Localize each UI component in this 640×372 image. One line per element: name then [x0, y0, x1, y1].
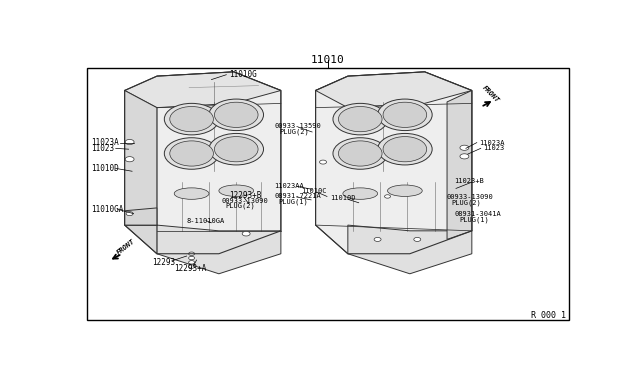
- Text: 11010GA: 11010GA: [91, 205, 124, 214]
- Text: 8-11010GA: 8-11010GA: [187, 218, 225, 224]
- Text: 11010D: 11010D: [91, 164, 118, 173]
- Text: 11010G: 11010G: [229, 70, 257, 79]
- Circle shape: [319, 160, 326, 164]
- Circle shape: [189, 261, 195, 264]
- Text: PLUG(2): PLUG(2): [225, 203, 255, 209]
- Ellipse shape: [209, 99, 264, 131]
- Ellipse shape: [214, 137, 258, 162]
- Text: 00933-13090: 00933-13090: [446, 194, 493, 200]
- Text: 08931-3041A: 08931-3041A: [454, 211, 501, 217]
- Ellipse shape: [378, 134, 432, 165]
- Circle shape: [414, 237, 420, 241]
- Text: 11010D: 11010D: [330, 195, 356, 202]
- Polygon shape: [125, 90, 157, 254]
- Text: 11023AA: 11023AA: [275, 183, 304, 189]
- Text: PLUG(2): PLUG(2): [280, 129, 309, 135]
- Polygon shape: [157, 72, 281, 254]
- Circle shape: [125, 157, 134, 162]
- Circle shape: [460, 145, 469, 150]
- Text: 12293+A: 12293+A: [174, 264, 207, 273]
- Text: FRONT: FRONT: [116, 238, 137, 256]
- Circle shape: [125, 140, 134, 145]
- Ellipse shape: [209, 134, 264, 165]
- Ellipse shape: [333, 103, 388, 135]
- Ellipse shape: [164, 138, 219, 169]
- Ellipse shape: [170, 141, 213, 166]
- Circle shape: [189, 252, 195, 256]
- Text: 11010C: 11010C: [301, 188, 326, 194]
- Circle shape: [374, 237, 381, 241]
- Ellipse shape: [170, 106, 213, 132]
- Polygon shape: [125, 72, 281, 108]
- Text: 08931-7221A: 08931-7221A: [275, 193, 321, 199]
- Ellipse shape: [339, 141, 382, 166]
- Polygon shape: [157, 225, 281, 274]
- Ellipse shape: [383, 102, 427, 128]
- Text: 00933-13090: 00933-13090: [221, 198, 268, 204]
- Circle shape: [460, 154, 469, 159]
- Circle shape: [126, 212, 133, 216]
- Circle shape: [189, 256, 195, 260]
- Circle shape: [242, 231, 250, 236]
- Ellipse shape: [383, 137, 427, 162]
- Text: 11023A: 11023A: [479, 140, 505, 145]
- Circle shape: [189, 265, 195, 268]
- Text: 12293: 12293: [152, 258, 175, 267]
- Text: PLUG(1): PLUG(1): [460, 217, 489, 223]
- Ellipse shape: [378, 99, 432, 131]
- Circle shape: [385, 195, 390, 198]
- Ellipse shape: [164, 103, 219, 135]
- Polygon shape: [447, 90, 472, 240]
- Text: PLUG(2): PLUG(2): [451, 199, 481, 206]
- Ellipse shape: [343, 188, 378, 199]
- Ellipse shape: [219, 185, 253, 196]
- Polygon shape: [125, 208, 157, 225]
- Text: PLUG(1): PLUG(1): [278, 198, 308, 205]
- Text: 11023+B: 11023+B: [454, 178, 484, 184]
- Text: 00933-13590: 00933-13590: [275, 123, 321, 129]
- Ellipse shape: [214, 102, 258, 128]
- Text: 12293+B: 12293+B: [229, 190, 261, 199]
- Bar: [88, 68, 568, 320]
- Text: FRONT: FRONT: [481, 85, 500, 104]
- Ellipse shape: [339, 106, 382, 132]
- Text: 11023: 11023: [91, 144, 114, 153]
- Ellipse shape: [174, 188, 209, 199]
- Text: 11010: 11010: [311, 55, 345, 65]
- Text: 11023A: 11023A: [91, 138, 118, 147]
- Text: 11023: 11023: [483, 145, 504, 151]
- Ellipse shape: [333, 138, 388, 169]
- Polygon shape: [316, 72, 472, 108]
- Polygon shape: [316, 72, 472, 254]
- Polygon shape: [348, 225, 472, 274]
- Text: R 000 1: R 000 1: [531, 311, 566, 320]
- Ellipse shape: [388, 185, 422, 196]
